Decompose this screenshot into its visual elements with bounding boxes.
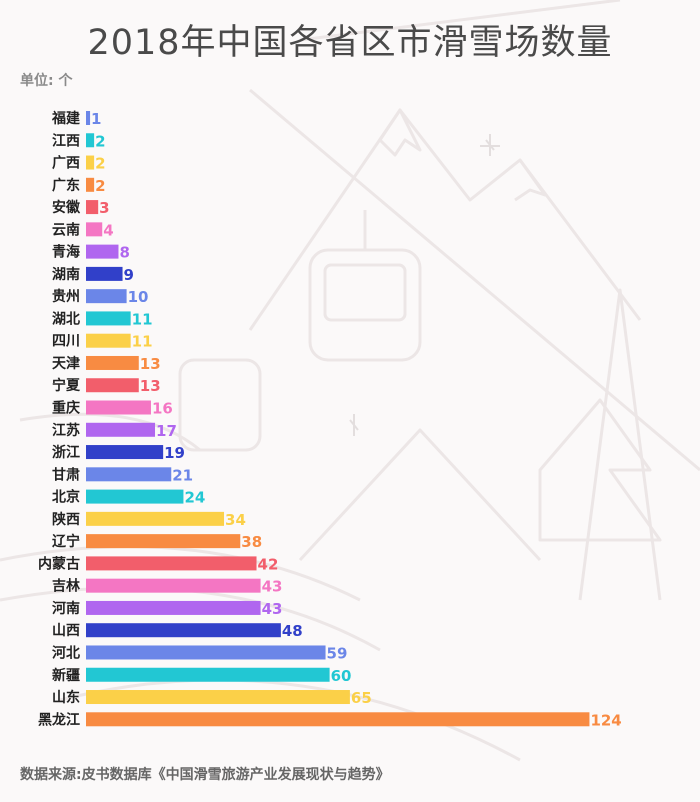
value-label: 21: [172, 466, 193, 484]
category-label: 安徽: [52, 199, 81, 216]
category-label: 福建: [51, 110, 80, 127]
value-label: 10: [128, 288, 149, 306]
bar: [86, 177, 95, 192]
bar: [86, 133, 95, 148]
category-label: 宁夏: [52, 377, 81, 394]
bar: [86, 333, 131, 348]
bar: [86, 645, 326, 660]
category-label: 山东: [52, 689, 80, 706]
category-label: 广西: [52, 155, 80, 172]
bar: [86, 400, 151, 415]
value-label: 2: [95, 155, 105, 173]
bar: [86, 712, 590, 727]
bar: [86, 422, 156, 437]
bar: [86, 311, 131, 326]
category-label: 北京: [52, 489, 80, 506]
category-label: 河北: [52, 644, 80, 661]
bar: [86, 200, 99, 215]
category-label: 重庆: [52, 400, 80, 417]
bar: [86, 378, 139, 393]
bar: [86, 623, 281, 638]
value-label: 48: [282, 622, 303, 640]
value-label: 60: [331, 667, 352, 685]
bar: [86, 266, 123, 281]
bar: [86, 445, 164, 460]
value-label: 11: [132, 333, 153, 351]
value-label: 43: [262, 578, 283, 596]
value-label: 13: [140, 355, 161, 373]
category-label: 新疆: [52, 667, 80, 684]
category-label: 江西: [52, 132, 80, 149]
category-label: 黑龙江: [38, 711, 80, 728]
value-label: 1: [91, 110, 101, 128]
value-label: 65: [351, 689, 372, 707]
bar: [86, 600, 261, 615]
bar: [86, 690, 350, 705]
category-label: 江苏: [52, 422, 80, 439]
value-label: 59: [327, 644, 348, 662]
bar: [86, 467, 172, 482]
category-label: 浙江: [52, 444, 80, 461]
value-label: 2: [95, 132, 105, 150]
bar: [86, 244, 119, 259]
category-label: 吉林: [52, 578, 80, 595]
value-label: 4: [103, 221, 113, 239]
value-label: 43: [262, 600, 283, 618]
bar: [86, 667, 330, 682]
category-label: 广东: [52, 177, 80, 194]
category-label: 四川: [52, 334, 80, 350]
value-label: 124: [590, 711, 621, 729]
value-label: 19: [164, 444, 185, 462]
value-label: 11: [132, 310, 153, 328]
category-label: 云南: [52, 221, 80, 238]
value-label: 42: [258, 555, 279, 573]
bar: [86, 511, 225, 526]
bar: [86, 155, 95, 170]
category-label: 青海: [52, 244, 80, 261]
bar: [86, 489, 184, 504]
category-label: 湖北: [52, 311, 80, 327]
bar: [86, 534, 241, 549]
bar: [86, 222, 103, 237]
value-label: 13: [140, 377, 161, 395]
unit-label: 单位: 个: [20, 73, 73, 89]
value-label: 38: [241, 533, 262, 551]
category-label: 山西: [52, 623, 80, 639]
bar: [86, 578, 261, 593]
value-label: 2: [95, 177, 105, 195]
value-label: 16: [152, 400, 173, 418]
chart-title: 2018年中国各省区市滑雪场数量: [87, 23, 613, 63]
category-label: 内蒙古: [38, 555, 80, 572]
category-label: 河南: [52, 600, 80, 617]
bar: [86, 556, 257, 571]
value-label: 3: [99, 199, 109, 217]
value-label: 24: [184, 489, 205, 507]
value-label: 8: [119, 244, 129, 262]
category-label: 湖南: [52, 266, 80, 283]
category-label: 辽宁: [52, 533, 80, 550]
category-label: 甘肃: [52, 466, 80, 483]
category-label: 陕西: [52, 511, 80, 528]
value-label: 9: [124, 266, 134, 284]
bar: [86, 289, 127, 304]
category-label: 天津: [52, 355, 80, 372]
bar: [86, 355, 139, 370]
data-source: 数据来源:皮书数据库《中国滑雪旅游产业发展现状与趋势》: [20, 767, 390, 783]
value-label: 17: [156, 422, 177, 440]
category-label: 贵州: [52, 288, 80, 305]
value-label: 34: [225, 511, 246, 529]
bar: [86, 111, 91, 125]
